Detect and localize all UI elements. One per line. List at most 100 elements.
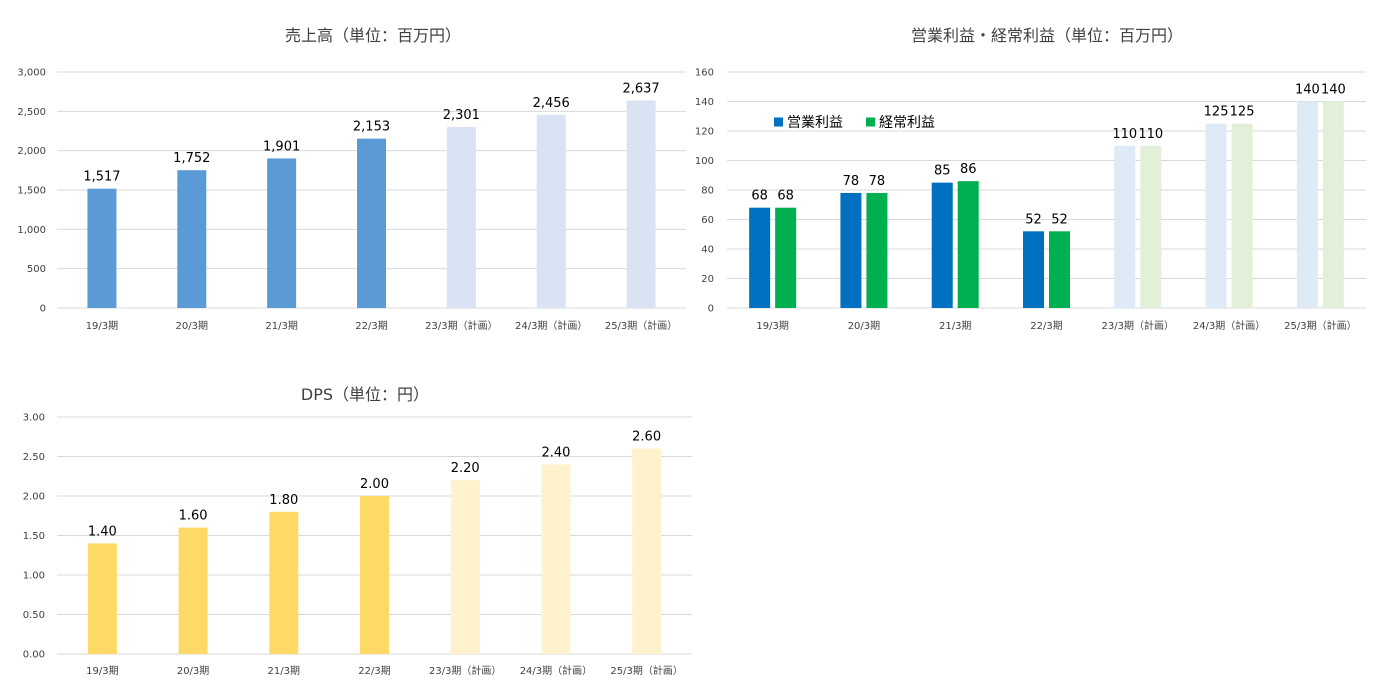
data-label: 110 bbox=[1138, 127, 1163, 142]
bar bbox=[840, 192, 862, 308]
data-label: 1.60 bbox=[179, 509, 208, 524]
data-label: 125 bbox=[1204, 105, 1229, 120]
x-tick-label: 23/3期（計画） bbox=[429, 664, 501, 677]
chart-1: 売上高（単位：百万円） 0 500 1,000 1,500 2,000 2,500 3,000… bbox=[17, 26, 686, 332]
bar bbox=[1231, 123, 1253, 308]
x-tick-label: 21/3期 bbox=[268, 665, 300, 677]
legend-swatch bbox=[774, 117, 783, 127]
bar bbox=[446, 126, 476, 308]
data-label: 2.20 bbox=[451, 461, 480, 476]
bar bbox=[1322, 101, 1344, 308]
data-label: 140 bbox=[1321, 83, 1346, 98]
data-label: 2,456 bbox=[533, 96, 570, 111]
bar bbox=[357, 138, 386, 308]
y-tick-label: 500 bbox=[27, 264, 46, 275]
legend-label: 営業利益 bbox=[787, 115, 843, 131]
chart-3: DPS（単位：円） 0.00 0.50 1.00 1.50 2.00 2.50 3.00 1.4… bbox=[23, 385, 692, 677]
y-tick-label: 20 bbox=[701, 274, 714, 285]
bar bbox=[87, 543, 117, 654]
y-tick-label: 80 bbox=[701, 186, 714, 197]
y-tick-label: 1.00 bbox=[23, 571, 45, 582]
legend: 営業利益 経常利益 bbox=[774, 115, 935, 131]
x-tick-label: 23/3期（計画） bbox=[1102, 319, 1174, 332]
bar bbox=[267, 158, 297, 308]
data-label: 2,637 bbox=[622, 82, 659, 97]
x-tick-label: 20/3期 bbox=[848, 320, 880, 332]
y-tick-label: 40 bbox=[701, 245, 714, 256]
bar bbox=[749, 207, 771, 308]
bar bbox=[450, 480, 480, 654]
bar bbox=[536, 114, 566, 308]
y-tick-label: 2,500 bbox=[17, 107, 46, 118]
x-tick-label: 21/3期 bbox=[265, 320, 297, 332]
y-tick-label: 3.00 bbox=[23, 413, 45, 424]
y-tick-label: 120 bbox=[695, 127, 714, 138]
y-tick-label: 2.50 bbox=[23, 452, 45, 463]
data-label: 68 bbox=[751, 189, 768, 204]
data-label: 2,153 bbox=[353, 120, 390, 135]
data-label: 68 bbox=[777, 189, 794, 204]
data-label: 2.00 bbox=[360, 477, 389, 492]
bar bbox=[177, 170, 207, 308]
bar bbox=[1023, 231, 1044, 308]
data-label: 125 bbox=[1230, 105, 1255, 120]
x-tick-label: 21/3期 bbox=[939, 320, 971, 332]
x-tick-label: 24/3期（計画） bbox=[520, 664, 592, 677]
x-tick-label: 22/3期 bbox=[355, 320, 387, 332]
chart-title: 営業利益・経常利益（単位：百万円） bbox=[911, 26, 1183, 45]
data-label: 1,901 bbox=[263, 139, 300, 154]
x-tick-label: 22/3期 bbox=[358, 665, 390, 677]
x-tick-label: 19/3期 bbox=[86, 320, 118, 332]
y-tick-label: 1,500 bbox=[17, 186, 46, 197]
data-label: 140 bbox=[1295, 83, 1320, 98]
y-tick-label: 0.00 bbox=[23, 650, 45, 661]
y-tick-label: 0.50 bbox=[23, 610, 45, 621]
x-tick-label: 24/3期（計画） bbox=[515, 319, 587, 332]
y-tick-label: 3,000 bbox=[17, 68, 46, 79]
x-tick-label: 24/3期（計画） bbox=[1193, 319, 1265, 332]
bar bbox=[360, 496, 389, 654]
legend-label: 経常利益 bbox=[879, 115, 935, 131]
data-label: 78 bbox=[843, 174, 860, 189]
bar bbox=[1296, 101, 1318, 308]
x-tick-label: 23/3期（計画） bbox=[425, 319, 497, 332]
data-label: 2,301 bbox=[443, 108, 480, 123]
bar bbox=[178, 527, 208, 654]
bar bbox=[1049, 231, 1070, 308]
data-label: 78 bbox=[869, 174, 886, 189]
y-tick-label: 2.00 bbox=[23, 492, 45, 503]
bar bbox=[775, 207, 797, 308]
x-tick-label: 25/3期（計画） bbox=[605, 319, 677, 332]
bar bbox=[957, 181, 979, 308]
bar bbox=[632, 448, 662, 654]
y-tick-label: 2,000 bbox=[17, 146, 46, 157]
bar bbox=[87, 188, 117, 308]
y-tick-label: 0 bbox=[708, 304, 714, 315]
bar bbox=[866, 192, 888, 308]
x-tick-label: 25/3期（計画） bbox=[1284, 319, 1356, 332]
y-tick-label: 1,000 bbox=[17, 225, 46, 236]
x-tick-label: 19/3期 bbox=[756, 320, 788, 332]
bar bbox=[1114, 145, 1136, 308]
x-tick-label: 19/3期 bbox=[86, 665, 118, 677]
y-tick-label: 60 bbox=[701, 215, 714, 226]
y-tick-label: 1.50 bbox=[23, 531, 45, 542]
bar bbox=[1140, 145, 1162, 308]
x-tick-label: 25/3期（計画） bbox=[610, 664, 682, 677]
x-tick-label: 20/3期 bbox=[176, 320, 208, 332]
data-label: 1.80 bbox=[269, 493, 298, 508]
data-label: 52 bbox=[1051, 212, 1068, 227]
data-label: 110 bbox=[1112, 127, 1137, 142]
y-tick-label: 100 bbox=[695, 156, 714, 167]
data-label: 1.40 bbox=[88, 524, 117, 539]
bar bbox=[931, 182, 953, 308]
bar bbox=[626, 100, 656, 308]
data-label: 86 bbox=[960, 162, 977, 177]
x-tick-label: 22/3期 bbox=[1030, 320, 1062, 332]
y-tick-label: 140 bbox=[695, 97, 714, 108]
y-tick-label: 160 bbox=[695, 68, 714, 79]
bar bbox=[541, 464, 571, 654]
data-label: 52 bbox=[1025, 212, 1042, 227]
bar bbox=[1205, 123, 1227, 308]
